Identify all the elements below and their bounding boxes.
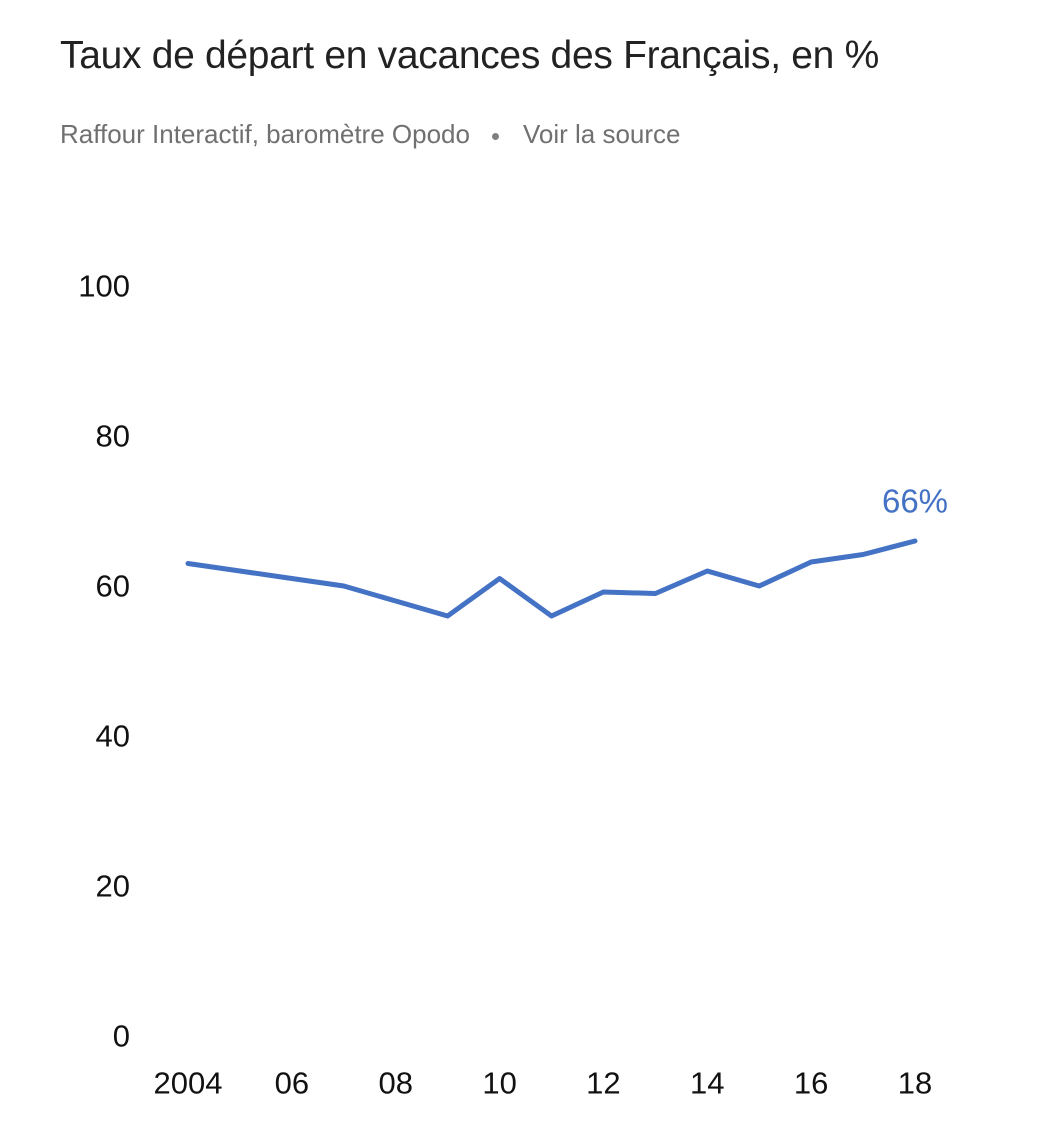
view-source-link[interactable]: Voir la source xyxy=(522,119,681,149)
y-axis-ticks: 0 20 40 60 80 100 xyxy=(78,269,130,1054)
y-tick-label: 60 xyxy=(96,569,130,604)
separator-dot xyxy=(491,133,499,140)
chart-meta: Raffour Interactif, baromètre Opodo Voir… xyxy=(60,119,681,150)
y-tick-label: 100 xyxy=(78,269,130,304)
annotations: 66% xyxy=(882,483,948,520)
x-tick-label: 14 xyxy=(690,1066,724,1101)
y-tick-label: 0 xyxy=(113,1019,130,1054)
end-value-label: 66% xyxy=(882,483,948,520)
x-axis-ticks: 2004 06 08 10 12 14 16 18 xyxy=(154,1066,933,1101)
x-tick-label: 10 xyxy=(482,1066,516,1101)
x-tick-label: 08 xyxy=(378,1066,412,1101)
x-tick-label: 12 xyxy=(586,1066,620,1101)
chart-title: Taux de départ en vacances des Français,… xyxy=(60,34,879,77)
x-tick-label: 16 xyxy=(794,1066,828,1101)
y-tick-label: 20 xyxy=(96,869,130,904)
x-tick-label: 06 xyxy=(275,1066,309,1101)
series-group xyxy=(185,538,918,619)
x-tick-label: 18 xyxy=(898,1066,932,1101)
x-tick-label: 2004 xyxy=(154,1066,223,1101)
series-line xyxy=(185,538,918,619)
y-tick-label: 40 xyxy=(96,719,130,754)
source-name: Raffour Interactif, baromètre Opodo xyxy=(60,119,470,149)
y-tick-label: 80 xyxy=(96,419,130,454)
